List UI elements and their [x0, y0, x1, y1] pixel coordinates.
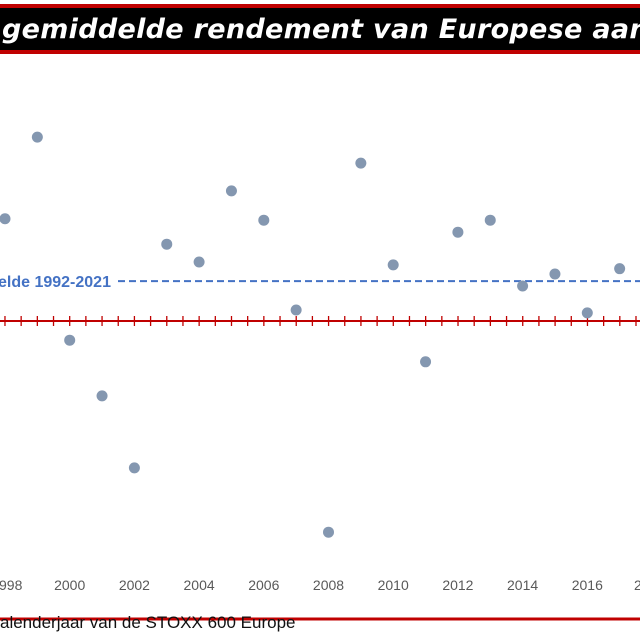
- data-point: [387, 259, 399, 271]
- data-point: [64, 334, 76, 346]
- data-point: [549, 268, 561, 280]
- x-tick-label: 2010: [378, 577, 409, 593]
- data-point: [355, 157, 367, 169]
- data-point: [420, 356, 432, 368]
- x-tick-label: 998: [0, 577, 23, 593]
- x-tick-label: 2008: [313, 577, 344, 593]
- x-tick-label: 2002: [119, 577, 150, 593]
- x-axis-title: alenderjaar van de STOXX 600 Europe: [0, 613, 296, 632]
- mean-line-label: elde 1992-2021: [0, 274, 111, 291]
- data-point: [452, 226, 464, 238]
- chart-title: gemiddelde rendement van Europese aand: [2, 14, 640, 45]
- data-point: [0, 213, 11, 225]
- data-point: [614, 263, 626, 275]
- data-point: [581, 307, 593, 319]
- x-tick-label: 2012: [442, 577, 473, 593]
- data-point: [484, 214, 496, 226]
- title-bar: gemiddelde rendement van Europese aand: [0, 4, 640, 54]
- x-tick-label: 2: [634, 577, 640, 593]
- x-tick-label: 2006: [248, 577, 279, 593]
- data-point: [323, 526, 334, 538]
- data-point: [290, 304, 302, 316]
- data-point: [128, 462, 140, 474]
- data-point: [31, 131, 43, 143]
- x-tick-label: 2000: [54, 577, 85, 593]
- x-tick-label: 2014: [507, 577, 538, 593]
- x-tick-label: 2016: [572, 577, 603, 593]
- data-point: [225, 185, 237, 197]
- data-point: [193, 256, 205, 268]
- data-point: [517, 280, 529, 292]
- x-tick-label: 2004: [184, 577, 215, 593]
- data-point: [161, 238, 173, 250]
- data-point: [96, 390, 108, 402]
- data-point: [258, 214, 270, 226]
